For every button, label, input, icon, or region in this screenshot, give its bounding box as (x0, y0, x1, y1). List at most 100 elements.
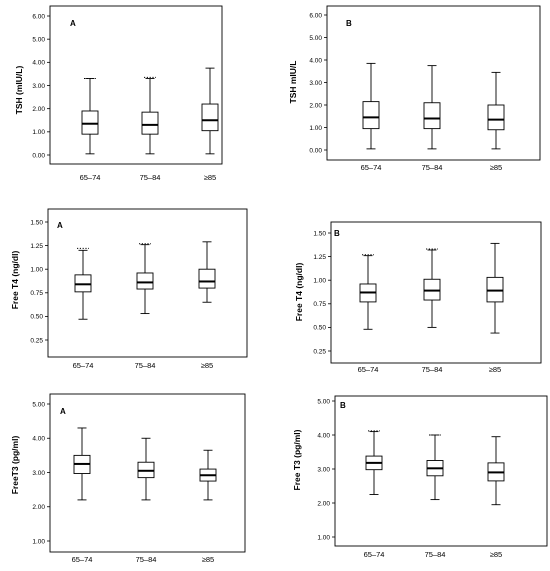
iqr-box (201, 103, 219, 132)
y-axis-label: FreeT3 (pg/ml) (10, 436, 20, 495)
y-tick-label: 2.00 (317, 500, 330, 507)
y-tick-label: 4.00 (309, 57, 322, 64)
x-category-label: 65–74 (72, 555, 93, 564)
x-category-label: 65–74 (361, 163, 382, 172)
y-tick-label: 0.50 (30, 314, 43, 321)
y-tick-label: 4.00 (32, 60, 45, 67)
x-category-label: 65–74 (358, 365, 379, 374)
box-plot-2 (137, 437, 155, 501)
boxplot-panel-2: 0.00 1.00 2.00 3.00 4.00 5.00 6.00 TSH mIU/L B 65… (288, 5, 541, 172)
panel-letter: B (334, 229, 340, 238)
x-category-label: 75–84 (135, 361, 156, 370)
boxplot-panel-5: 1.00 2.00 3.00 4.00 5.00 FreeT3 (pg/ml) A 65–74… (10, 393, 246, 564)
y-tick-label: 1.00 (317, 534, 330, 541)
y-tick-label: 4.00 (32, 436, 45, 443)
box-plot-3 (198, 241, 216, 303)
y-tick-label: 0.25 (313, 348, 326, 355)
y-tick-label: 1.00 (32, 129, 45, 136)
plot-frame (49, 5, 223, 165)
y-tick-label: 0.75 (30, 290, 43, 297)
y-tick-label: 5.00 (309, 35, 322, 42)
panel-letter: A (60, 407, 66, 416)
y-tick-label: 5.00 (32, 36, 45, 43)
box-plot-1 (359, 254, 377, 330)
box-plot-1 (74, 247, 92, 320)
iqr-box (362, 101, 380, 130)
y-tick-label: 0.75 (313, 301, 326, 308)
boxplot-panel-1: 0.00 1.00 2.00 3.00 4.00 5.00 6.00 TSH (mIU/L) A… (14, 5, 223, 182)
boxplot-panel-3: 0.25 0.50 0.75 1.00 1.25 1.50 Free T4 (ng/dl) A… (10, 208, 248, 370)
box-plot-3 (486, 242, 504, 334)
box-plot-1 (81, 78, 99, 155)
x-category-label: ≥85 (201, 361, 213, 370)
x-category-label: 75–84 (425, 550, 446, 559)
x-category-label: ≥85 (489, 365, 501, 374)
box-plot-3 (199, 449, 217, 501)
y-tick-label: 2.00 (309, 102, 322, 109)
iqr-box (141, 111, 159, 135)
y-tick-label: 4.00 (317, 432, 330, 439)
panel-letter: A (70, 19, 76, 28)
x-category-label: 75–84 (140, 173, 161, 182)
y-tick-label: 3.00 (309, 80, 322, 87)
y-tick-label: 1.25 (313, 254, 326, 261)
plot-frame (47, 208, 248, 358)
panel-letter: B (340, 401, 346, 410)
y-tick-label: 0.00 (32, 152, 45, 159)
plot-frame (334, 395, 548, 547)
y-tick-label: 1.00 (313, 278, 326, 285)
x-category-label: 65–74 (364, 550, 385, 559)
y-tick-label: 5.00 (32, 401, 45, 408)
box-plot-2 (423, 65, 441, 150)
iqr-box (136, 272, 154, 290)
box-plot-1 (362, 62, 380, 150)
iqr-box (81, 110, 99, 135)
iqr-box (198, 268, 216, 289)
x-category-label: ≥85 (202, 555, 214, 564)
y-tick-label: 0.25 (30, 337, 43, 344)
box-plot-1 (365, 430, 383, 495)
box-plot-3 (201, 67, 219, 155)
y-axis-label: Free T4 (ng/dl) (294, 263, 304, 322)
x-category-label: ≥85 (490, 550, 502, 559)
box-plot-3 (487, 71, 505, 150)
y-tick-label: 1.00 (309, 125, 322, 132)
y-tick-label: 1.00 (32, 538, 45, 545)
y-axis-label: Free T4 (ng/dl) (10, 251, 20, 310)
y-tick-label: 2.00 (32, 504, 45, 511)
box-plot-2 (141, 76, 159, 155)
plot-frame (49, 393, 246, 553)
x-category-label: 65–74 (73, 361, 94, 370)
y-tick-label: 1.25 (30, 243, 43, 250)
y-tick-label: 2.00 (32, 106, 45, 113)
panel-letter: B (346, 19, 352, 28)
plot-frame (330, 221, 542, 364)
box-plot-2 (136, 243, 154, 315)
x-category-label: 65–74 (80, 173, 101, 182)
y-tick-label: 3.00 (317, 466, 330, 473)
y-axis-label: TSH mIU/L (288, 61, 298, 104)
y-tick-label: 1.50 (30, 219, 43, 226)
y-tick-label: 1.50 (313, 230, 326, 237)
box-plot-3 (487, 436, 505, 506)
boxplot-panel-4: 0.25 0.50 0.75 1.00 1.25 1.50 Free T4 (ng/dl) B… (294, 221, 542, 374)
y-tick-label: 3.00 (32, 470, 45, 477)
x-category-label: 75–84 (422, 163, 443, 172)
x-category-label: 75–84 (422, 365, 443, 374)
y-tick-label: 1.00 (30, 267, 43, 274)
x-category-label: ≥85 (204, 173, 216, 182)
box-plot-2 (426, 434, 444, 501)
y-tick-label: 0.50 (313, 325, 326, 332)
panel-letter: A (57, 221, 63, 230)
x-category-label: 75–84 (136, 555, 157, 564)
y-tick-label: 6.00 (32, 13, 45, 20)
x-category-label: ≥85 (490, 163, 502, 172)
boxplot-panel-6: 1.00 2.00 3.00 4.00 5.00 Free T3 (pg/ml) B 65–7… (292, 395, 548, 559)
box-plot-2 (423, 248, 441, 328)
box-plot-1 (73, 427, 91, 501)
plot-frame (326, 5, 541, 161)
iqr-box (423, 102, 441, 130)
y-tick-label: 0.00 (309, 147, 322, 154)
y-axis-label: TSH (mIU/L) (14, 66, 24, 115)
